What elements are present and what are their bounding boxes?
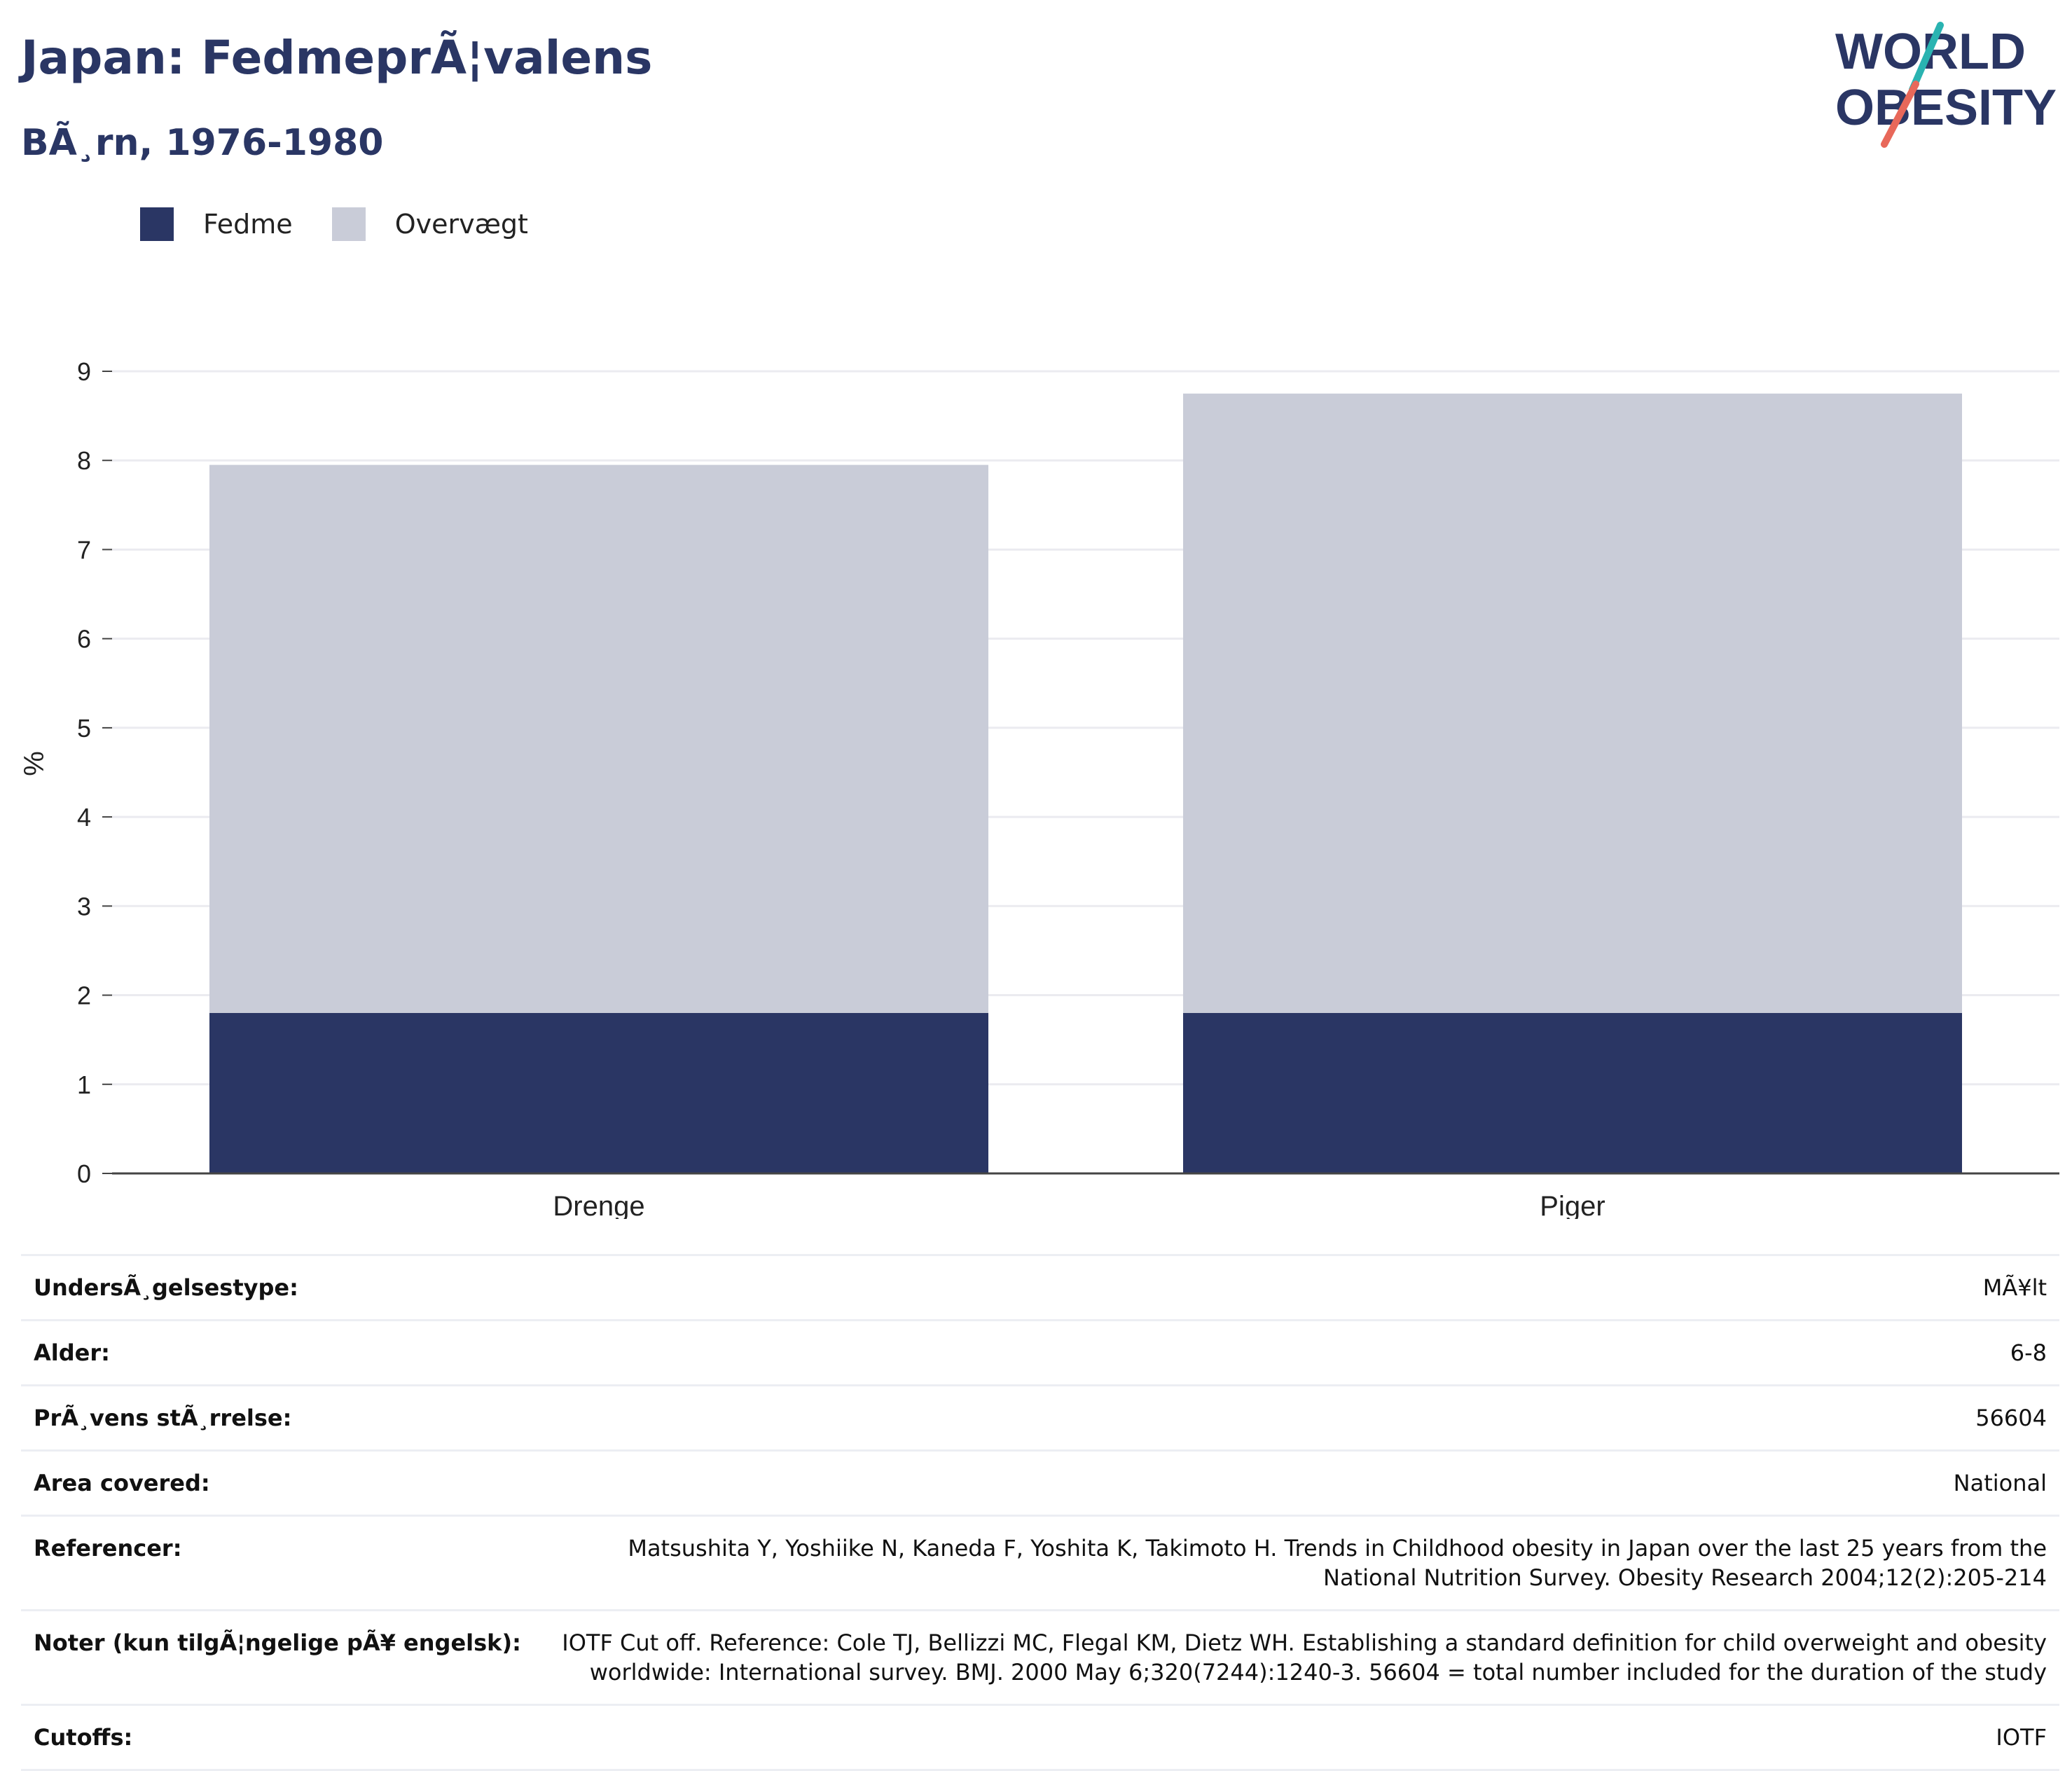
y-axis-label: % — [19, 751, 50, 776]
info-value: National — [1953, 1470, 2047, 1496]
bar-overvaegt-drenge[interactable] — [209, 464, 988, 1013]
info-row: PrÃ¸vens stÃ¸rrelse: 56604 — [21, 1385, 2059, 1451]
logo-slash-coral — [1881, 81, 1919, 148]
info-label: Noter (kun tilgÃ¦ngelige pÃ¥ engelsk): — [34, 1629, 521, 1656]
bar-chart: 0 1 2 3 4 5 6 7 8 9 Drenge Piger % — [19, 357, 2059, 1219]
y-tick-label: 8 — [77, 446, 91, 475]
info-value: Matsushita Y, Yoshiike N, Kaneda F, Yosh… — [628, 1535, 2047, 1591]
info-label: UndersÃ¸gelsestype: — [34, 1274, 298, 1301]
y-tick-label: 5 — [77, 714, 91, 743]
info-row: Area covered: National — [21, 1450, 2059, 1516]
bars — [209, 393, 1962, 1173]
y-tick-label: 1 — [77, 1070, 91, 1099]
y-tick-label: 6 — [77, 625, 91, 654]
info-label: Area covered: — [34, 1470, 210, 1496]
legend-item-fedme[interactable]: Fedme — [140, 207, 293, 241]
x-tick-label: Drenge — [553, 1191, 644, 1219]
info-row: Cutoffs: IOTF — [21, 1704, 2059, 1770]
axes: 0 1 2 3 4 5 6 7 8 9 Drenge Piger — [77, 357, 2059, 1219]
legend-item-overvaegt[interactable]: Overvægt — [331, 207, 528, 241]
info-value: IOTF Cut off. Reference: Cole TJ, Belliz… — [562, 1629, 2047, 1686]
info-label: Referencer: — [34, 1535, 182, 1562]
y-tick-label: 7 — [77, 535, 91, 564]
info-value: IOTF — [1996, 1724, 2047, 1751]
info-row: Referencer: Matsushita Y, Yoshiike N, Kan… — [21, 1515, 2059, 1611]
info-row: Alder: 6-8 — [21, 1320, 2059, 1386]
world-obesity-logo: WORLD OBESITY — [1835, 22, 2057, 148]
legend-label-fedme: Fedme — [203, 209, 293, 240]
info-label: Alder: — [34, 1339, 110, 1366]
info-label: Cutoffs: — [34, 1724, 133, 1751]
logo-text-obesity: OBESITY — [1835, 80, 2057, 136]
info-value: MÃ¥lt — [1982, 1274, 2047, 1301]
y-tick-label: 0 — [77, 1159, 91, 1188]
info-table: UndersÃ¸gelsestype: MÃ¥lt Alder: 6-8 PrÃ¸ven… — [21, 1254, 2059, 1771]
y-tick-label: 2 — [77, 981, 91, 1010]
info-value: 6-8 — [2010, 1339, 2047, 1366]
chart-subtitle: BÃ¸rn, 1976-1980 — [21, 122, 384, 164]
legend-label-overvaegt: Overvægt — [394, 209, 528, 240]
y-tick-label: 9 — [77, 357, 91, 386]
info-label: PrÃ¸vens stÃ¸rrelse: — [34, 1405, 292, 1431]
bar-fedme-drenge[interactable] — [209, 1013, 988, 1173]
legend-swatch-overvaegt — [331, 207, 366, 241]
chart-title: Japan: FedmeprÃ¦valens — [21, 31, 653, 85]
legend-swatch-fedme — [140, 207, 174, 241]
x-tick-label: Piger — [1540, 1191, 1605, 1219]
y-tick-label: 4 — [77, 803, 91, 832]
info-value: 56604 — [1975, 1405, 2047, 1431]
info-row: UndersÃ¸gelsestype: MÃ¥lt — [21, 1255, 2059, 1321]
bar-overvaegt-piger[interactable] — [1183, 393, 1962, 1013]
chart-legend: Fedme Overvægt — [140, 207, 567, 241]
info-row: Noter (kun tilgÃ¦ngelige pÃ¥ engelsk): IO… — [21, 1610, 2059, 1705]
y-tick-label: 3 — [77, 892, 91, 921]
logo-slash-teal — [1909, 22, 1944, 93]
bar-fedme-piger[interactable] — [1183, 1013, 1962, 1173]
